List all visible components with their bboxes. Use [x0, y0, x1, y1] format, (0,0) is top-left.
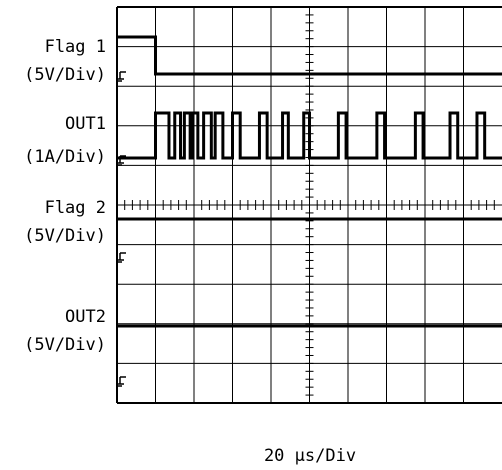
out1-trace: [117, 111, 502, 160]
flag2-ground-marker: [116, 252, 126, 263]
out1-scale-label: (1A/Div): [24, 147, 106, 167]
flag2-name-label: Flag 2: [45, 198, 106, 218]
out2-ground-marker: [116, 376, 126, 387]
flag2-scale-label: (5V/Div): [24, 226, 106, 246]
flag1-name-label: Flag 1: [45, 37, 106, 57]
out2-scale-label: (5V/Div): [24, 335, 106, 355]
grid: [116, 6, 502, 404]
flag1-scale-label: (5V/Div): [24, 65, 106, 85]
out1-ground-marker: [116, 155, 126, 166]
out2-name-label: OUT2: [65, 307, 106, 327]
out1-name-label: OUT1: [65, 114, 106, 134]
timebase-label: 20 μs/Div: [264, 446, 356, 466]
flag1-trace: [117, 35, 502, 76]
traces: [116, 35, 502, 387]
flag1-ground-marker: [116, 71, 126, 82]
